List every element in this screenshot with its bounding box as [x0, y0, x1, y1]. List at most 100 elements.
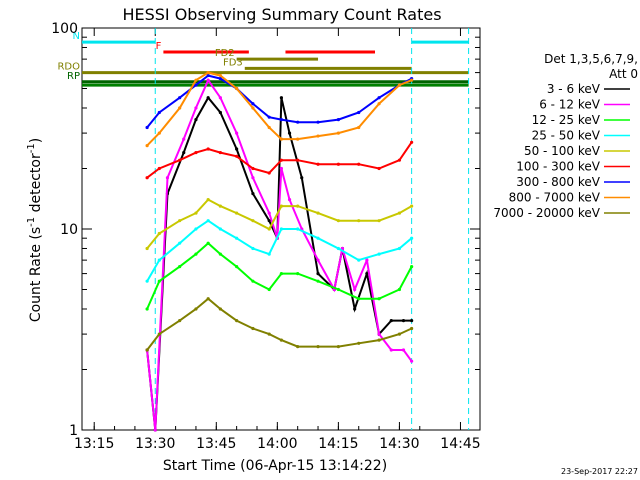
data-point — [194, 307, 198, 311]
data-point — [218, 204, 222, 208]
legend-title: Det 1,3,5,6,7,9, — [544, 52, 638, 66]
data-point — [157, 166, 161, 171]
data-point — [389, 348, 393, 352]
series-line — [146, 297, 413, 351]
data-point — [206, 241, 210, 245]
data-point — [182, 137, 186, 141]
data-point — [145, 125, 149, 130]
data-point — [235, 319, 239, 323]
data-point — [316, 271, 320, 276]
data-point — [178, 106, 182, 110]
data-point — [336, 162, 340, 166]
x-axis-label: Start Time (06-Apr-15 13:14:22) — [163, 458, 387, 474]
data-point — [145, 176, 149, 180]
data-point — [397, 287, 402, 292]
data-point — [218, 252, 222, 256]
legend-label: 6 - 12 keV — [539, 98, 601, 112]
data-point — [279, 204, 284, 208]
data-point — [357, 125, 361, 130]
legend-label: 3 - 6 keV — [547, 82, 601, 96]
legend-label: 50 - 100 keV — [524, 144, 601, 158]
data-point — [206, 96, 210, 100]
data-point — [287, 131, 292, 135]
data-point — [357, 258, 361, 262]
data-point — [194, 227, 198, 231]
data-point — [357, 162, 361, 166]
data-point — [300, 176, 304, 180]
data-point — [178, 96, 182, 100]
data-point — [296, 204, 300, 208]
data-point — [357, 297, 361, 301]
data-point — [267, 125, 271, 130]
y-tick-label: 100 — [51, 21, 78, 37]
data-point — [194, 78, 198, 82]
data-point — [178, 241, 182, 245]
chart-title: HESSI Observing Summary Count Rates — [122, 5, 441, 24]
data-point — [206, 147, 210, 151]
data-point — [218, 150, 222, 155]
data-point — [251, 279, 255, 283]
data-point — [235, 86, 239, 91]
data-point — [178, 158, 182, 162]
data-point — [316, 211, 320, 215]
data-point — [377, 219, 381, 223]
series-line — [146, 78, 413, 431]
data-point — [279, 166, 284, 171]
data-point — [194, 106, 198, 110]
legend-label: 12 - 25 keV — [532, 113, 601, 127]
data-point — [194, 211, 198, 215]
data-point — [279, 271, 284, 276]
data-point — [157, 110, 161, 115]
series-line — [146, 74, 413, 129]
y-axis-label-part: Count Rate (s — [28, 227, 44, 322]
data-point — [251, 219, 255, 223]
data-point — [279, 118, 284, 122]
data-point — [377, 102, 381, 106]
legend-label: 100 - 300 keV — [516, 160, 600, 174]
x-tick-label: 14:45 — [440, 436, 480, 452]
data-point — [377, 332, 381, 336]
y-axis-label-part: detector — [28, 153, 44, 217]
data-point — [401, 348, 406, 352]
data-point — [251, 326, 255, 331]
data-point — [336, 131, 340, 135]
data-point — [267, 287, 271, 292]
data-point — [145, 279, 149, 283]
data-point — [336, 118, 340, 122]
data-point — [296, 158, 300, 162]
data-point — [410, 236, 414, 240]
data-point — [365, 271, 369, 276]
y-axis-label-sup: -1 — [26, 143, 37, 153]
data-point — [410, 78, 414, 82]
y-tick-labels: 1 10 100 — [51, 21, 78, 439]
data-point — [157, 332, 161, 336]
data-point — [251, 102, 255, 106]
data-point — [279, 227, 284, 231]
x-tick-label: 14:15 — [318, 436, 358, 452]
data-point — [397, 246, 402, 251]
data-point — [206, 297, 210, 301]
data-point — [287, 198, 292, 202]
data-point — [218, 110, 222, 115]
x-tick-labels: 13:15 13:30 13:45 14:00 14:15 14:30 14:45 — [74, 436, 481, 452]
data-point — [296, 120, 300, 124]
y-axis-label-sup: -1 — [26, 217, 37, 227]
x-tick-label: 14:30 — [379, 436, 419, 452]
data-point — [235, 211, 239, 215]
data-point — [401, 319, 406, 323]
data-point — [153, 428, 157, 432]
data-point — [410, 359, 414, 363]
data-point — [377, 252, 381, 256]
data-point — [316, 236, 320, 240]
data-point — [410, 319, 414, 323]
legend-label: 300 - 800 keV — [516, 175, 600, 189]
series-line — [146, 219, 413, 282]
y-axis-label-part: ) — [28, 138, 44, 143]
legend-label: 25 - 50 keV — [532, 129, 601, 143]
data-point — [182, 150, 186, 155]
y-axis-label: Count Rate (s-1 detector-1) — [26, 138, 44, 322]
data-point — [267, 227, 271, 231]
x-tick-label: 13:30 — [135, 436, 175, 452]
data-point — [279, 137, 284, 141]
